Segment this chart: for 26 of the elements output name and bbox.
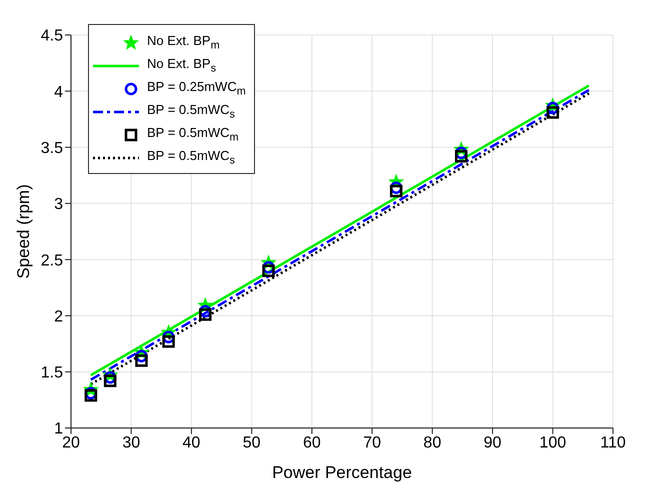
x-tick-label: 80 xyxy=(423,434,442,452)
x-tick-label: 30 xyxy=(122,434,140,452)
x-axis-title: Power Percentage xyxy=(272,463,412,482)
legend-label: BP = 0.5mWC$_{s}$ xyxy=(147,148,235,167)
x-tick-label: 110 xyxy=(600,434,626,452)
x-tick-label: 70 xyxy=(363,434,382,452)
y-tick-label: 3.5 xyxy=(40,140,64,157)
x-tick-label: 100 xyxy=(539,434,566,452)
y-tick-label: 1 xyxy=(54,420,64,438)
x-tick-label: 60 xyxy=(302,434,321,452)
y-tick-label: 2 xyxy=(54,308,64,326)
legend-label: BP = 0.5mWC$_{m}$ xyxy=(147,125,239,144)
x-tick-label: 50 xyxy=(242,434,261,452)
legend-label: BP = 0.5mWC$_{s}$ xyxy=(147,102,235,121)
legend-label: No Ext. BP$_{m}$ xyxy=(147,33,220,52)
y-tick-label: 3 xyxy=(54,196,64,214)
legend-label: No Ext. BP$_{s}$ xyxy=(147,56,216,75)
y-tick-label: 1.5 xyxy=(40,364,64,382)
y-tick-label: 4 xyxy=(54,84,64,101)
y-axis-title: Speed (rpm) xyxy=(14,184,34,279)
y-tick-label: 4.5 xyxy=(40,28,64,45)
x-tick-label: 90 xyxy=(484,434,502,452)
y-tick-label: 2.5 xyxy=(40,252,64,270)
legend-label: BP = 0.25mWC$_{m}$ xyxy=(147,79,246,98)
x-tick-label: 40 xyxy=(182,434,200,452)
x-tick-label: 20 xyxy=(62,434,80,452)
